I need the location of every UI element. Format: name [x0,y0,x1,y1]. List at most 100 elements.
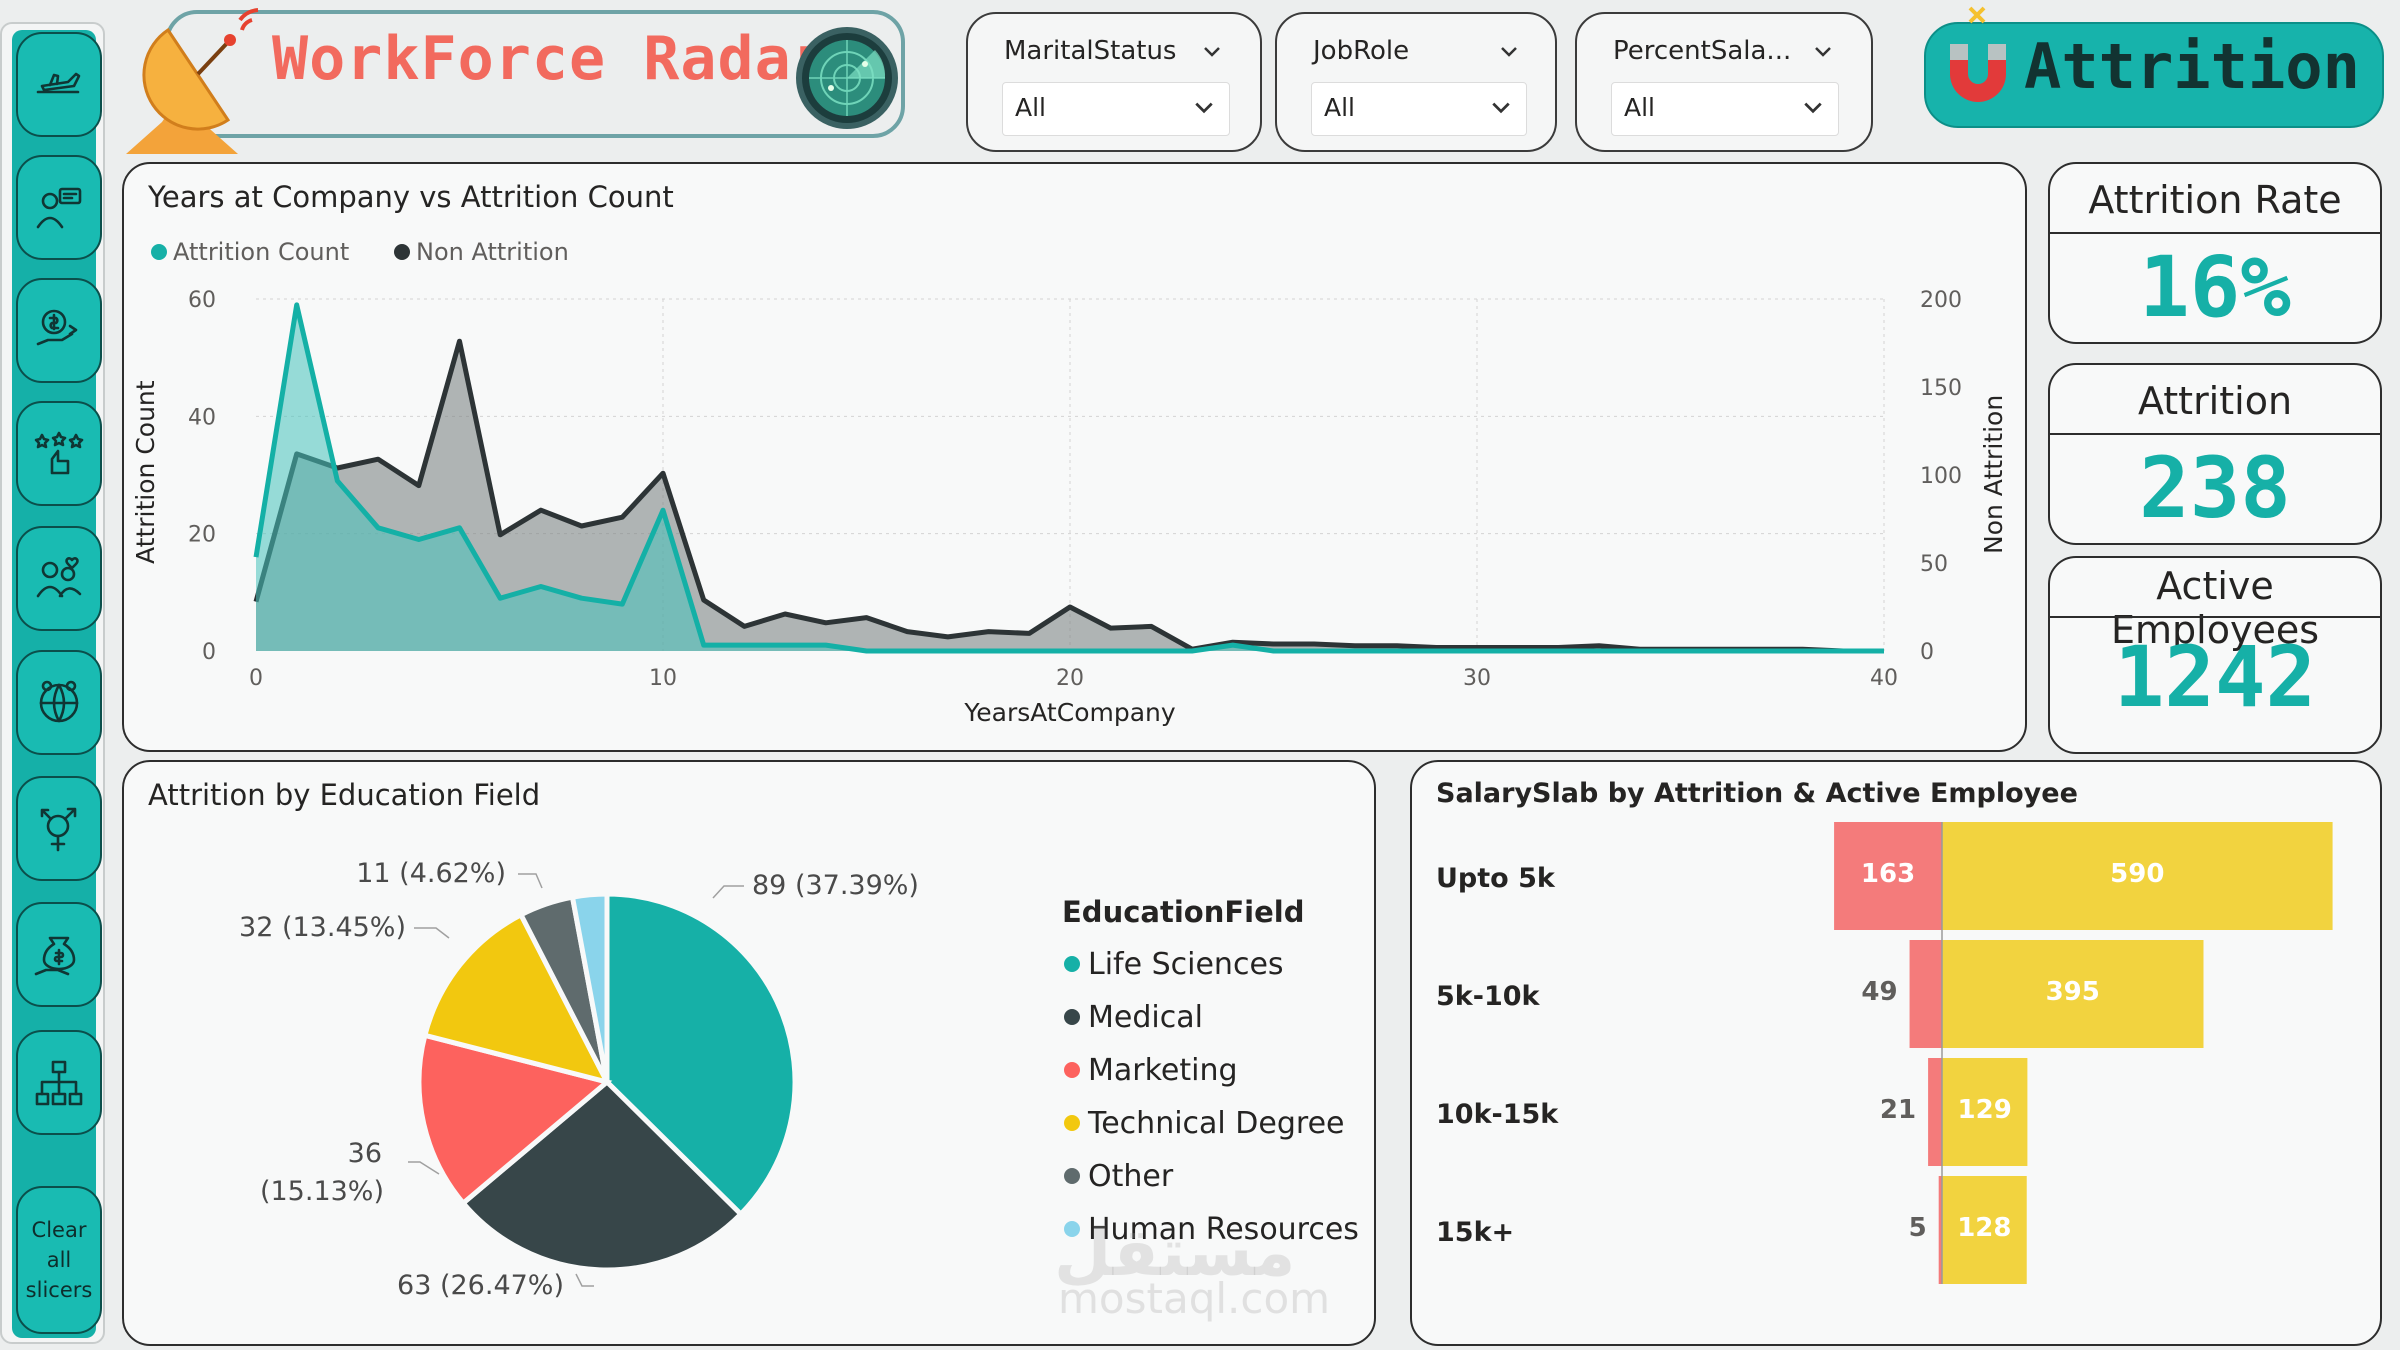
slicer-job-label: JobRole [1313,36,1410,66]
attrition-bar[interactable] [1909,940,1942,1048]
attrition-count-line[interactable] [253,302,1884,654]
attrition-bar[interactable] [1928,1058,1942,1166]
clear-label-3: slicers [25,1278,93,1302]
active-employee-bar[interactable] [1942,940,2204,1048]
pie-slice-medical[interactable] [459,1078,745,1273]
leader-line [518,873,543,889]
nav-salary-button[interactable] [16,278,102,383]
legend-marker [1064,1009,1080,1025]
attrition-badge-title: Attrition [2024,30,2360,103]
clear-label-1: Clear [31,1218,87,1242]
kpi-active-value: 1242 [2113,628,2317,726]
money-hand-icon [34,936,76,975]
y2-tick-label: 150 [1920,376,1962,401]
nav-money-button[interactable] [16,902,102,1007]
category-label: 5k-10k [1436,981,1541,1012]
active-employee-bar[interactable] [1942,822,2333,930]
attrition-bar[interactable] [1834,822,1942,930]
chart-title: SalarySlab by Attrition & Active Employe… [1436,778,2078,809]
pie-data-label: 63 (26.47%) [397,1270,564,1301]
magnet-icon [1950,6,2006,102]
nav-gender-button[interactable] [16,776,102,881]
clear-label-2: all [46,1248,72,1272]
attrition-value: 5 [1909,1213,1927,1243]
years-attrition-chart: Attrition Count Non Attrition 0 20 40 60 0 50 1… [131,238,2008,727]
slicer-percent-dropdown[interactable]: All [1611,82,1839,136]
x-tick-label: 40 [1870,666,1898,691]
y2-tick-label: 200 [1920,288,1962,313]
kpi-rate-value: 16% [2139,238,2291,336]
legend-item: Marketing [1088,1053,1238,1088]
watermark-text: mostaql.com [1058,1274,1331,1323]
salary-slab-chart: Upto 5k 163 590 5k-10k 49 395 10k-15k 21 129 15k+… [1436,822,2333,1284]
x-tick-label: 30 [1463,666,1491,691]
sidebar-nav: Clear all slicers [12,30,102,1338]
leader-line [408,1161,440,1175]
kpi-attrition-value: 238 [2139,439,2291,537]
slicer-marital-value: All [1015,93,1046,122]
nav-travel-button[interactable] [16,32,102,137]
leader-line [414,927,450,939]
legend-item: Medical [1088,1000,1203,1035]
legend-title: EducationField [1062,895,1304,929]
slicer-marital-dropdown[interactable]: All [1002,82,1230,136]
slicer-job-role: JobRole All [1275,12,1557,152]
attrition-bar[interactable] [1938,1176,1942,1284]
globe-icon [39,680,79,722]
kpi-attrition: Attrition 238 [2048,363,2382,545]
chevron-down-icon [1193,97,1215,119]
x-tick-label: 10 [649,666,677,691]
slicer-percent-value: All [1624,93,1655,122]
legend-marker [151,244,167,260]
pie-data-label: 89 (37.39%) [752,870,919,901]
chevron-down-icon [1802,97,1824,119]
pie-slice-human-resources[interactable] [569,891,610,1083]
nav-hierarchy-button[interactable] [16,1030,102,1135]
app-title: WorkForce Radar [272,24,829,94]
salary-slab-panel: SalarySlab by Attrition & Active Employe… [1410,760,2382,1346]
chevron-down-icon [1490,97,1512,119]
leader-line [575,1273,594,1287]
clear-all-slicers-button[interactable]: Clear all slicers [16,1186,102,1334]
active-employee-bar[interactable] [1942,1058,2028,1166]
nav-globe-button[interactable] [16,650,102,755]
chevron-down-icon[interactable] [1202,42,1222,62]
leader-line [712,885,744,899]
pie-slice-life-sciences[interactable] [604,891,798,1218]
satellite-dish-icon [126,8,259,154]
legend-item: Other [1088,1159,1174,1194]
nav-job-button[interactable] [16,155,102,260]
kpi-attrition-label: Attrition [2137,379,2293,423]
y2-tick-label: 50 [1920,552,1948,577]
chevron-down-icon[interactable] [1813,42,1833,62]
watermark-arabic: مستقل [1054,1214,1296,1291]
legend-item: Attrition Count [173,238,349,266]
divider [2050,616,2380,618]
slicer-job-dropdown[interactable]: All [1311,82,1527,136]
active-value: 129 [1958,1095,2012,1125]
kpi-rate-label: Attrition Rate [2088,178,2342,222]
active-value: 128 [1957,1213,2011,1243]
slicer-percent-salary: PercentSala... All [1575,12,1873,152]
pie-slice-technical-degree[interactable] [421,911,612,1086]
legend-marker [1064,956,1080,972]
attrition-count-area[interactable] [256,304,1884,651]
non-attrition-line[interactable] [253,338,1846,654]
category-label: 15k+ [1436,1217,1514,1248]
nav-relationship-button[interactable] [16,526,102,631]
pie-slice-marketing[interactable] [416,1032,613,1207]
active-employee-bar[interactable] [1942,1176,2027,1284]
salary-icon [36,309,78,345]
education-pie-chart: 89 (37.39%) 63 (26.47%) 36 (15.13%) 32 (13.4… [239,858,1359,1301]
y-axis-label: Attrition Count [131,380,160,564]
y-tick-label: 0 [202,640,216,665]
relationship-icon [36,556,82,597]
nav-rating-button[interactable] [16,401,102,506]
slicer-percent-label: PercentSala... [1613,36,1792,66]
y2-axis-label: Non Attrition [1979,395,2008,554]
legend-item: Technical Degree [1087,1106,1344,1141]
legend-marker [1064,1168,1080,1184]
legend-marker [394,244,410,260]
chevron-down-icon[interactable] [1499,42,1519,62]
y-tick-label: 60 [188,288,216,313]
